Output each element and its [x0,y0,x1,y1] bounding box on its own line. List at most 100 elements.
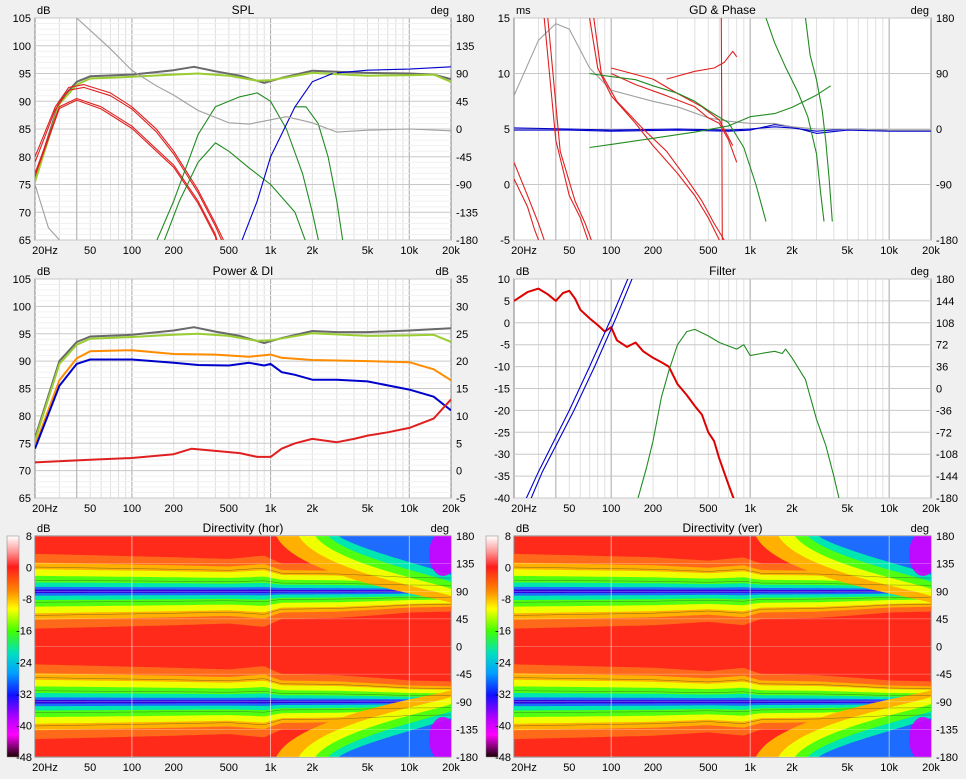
y-tick-label-right: -90 [936,180,952,192]
x-tick-label: 1k [265,762,277,774]
x-tick-label: 100 [123,762,141,774]
colorbar-tick-label: -32 [495,689,511,701]
y-tick-label-right: -90 [456,180,472,192]
x-tick-label: 20k [442,245,460,257]
y-tick-label-right: -45 [936,669,952,681]
series-line-12 [76,18,451,133]
chart-panel-4: 8 0 -8 -16 -24 -32 -40 -48 180 135 90 45 0 -45 -90 -135… [6,521,478,774]
x-tick-label: 2k [786,245,798,257]
series-line-15 [765,18,825,222]
y-unit-right: deg [911,523,929,535]
y-tick-label-right: 0 [456,642,462,654]
chart-title: Directivity (hor) [203,521,284,535]
x-tick-label: 50 [563,503,575,515]
y-tick-label-right: 90 [936,69,948,81]
x-tick-label: 500 [220,245,238,257]
series-line-2 [525,279,629,498]
x-tick-label: 100 [123,245,141,257]
y-tick-label-right: 135 [936,559,954,571]
chart-title: Power & DI [213,264,274,278]
y-tick-label-right: -135 [456,207,478,219]
colorbar-tick-label: 0 [505,563,511,575]
chart-title: Directivity (ver) [683,521,763,535]
y-unit-right: deg [431,5,449,17]
y-tick-label-right: 90 [456,586,468,598]
series-line-6 [35,99,217,240]
series-line-1 [514,124,931,134]
x-tick-label: 2k [786,762,798,774]
rear-lobe-layer [818,536,931,575]
series-line-7 [156,92,319,240]
y-tick-label-left: -5 [500,340,510,352]
series-line-1 [35,71,451,182]
x-tick-label: 20Hz [32,762,58,774]
deep-null-spot [909,717,931,757]
chart-panel-5: 8 0 -8 -16 -24 -32 -40 -48 180 135 90 45 0 -45 -90 -135… [485,521,958,774]
y-tick-label-right: 108 [936,318,954,330]
y-tick-label-right: 135 [456,559,474,571]
y-tick-label-right: -90 [456,697,472,709]
y-tick-label-left: 85 [19,384,31,396]
y-tick-label-left: 90 [19,356,31,368]
series-line-3 [35,358,451,450]
series-line-8 [163,142,306,240]
x-tick-label: 500 [220,503,238,515]
y-tick-label-right: 15 [456,384,468,396]
contour-line [35,707,451,714]
contour-line [514,580,931,586]
x-tick-label: 20Hz [511,245,537,257]
x-tick-label: 5k [842,245,854,257]
colorbar-tick-label: 0 [26,563,32,575]
y-tick-label-right: 5 [456,438,462,450]
rear-lobe-layer [338,536,451,575]
x-tick-label: 1k [265,245,277,257]
series-line-4 [514,178,540,240]
y-tick-label-right: -108 [936,449,958,461]
y-tick-label-left: -5 [500,235,510,247]
y-tick-label-right: 45 [936,614,948,626]
x-tick-label: 1k [744,762,756,774]
y-tick-label-left: -25 [494,427,510,439]
x-tick-label: 50 [84,503,96,515]
series-line-11 [666,50,738,80]
x-tick-label: 50 [563,762,575,774]
series-group [35,326,451,464]
series-line-4 [35,86,223,240]
colorbar-tick-label: -40 [495,720,511,732]
y-unit-right: deg [911,5,929,17]
x-tick-label: 50 [84,762,96,774]
x-tick-label: 10k [400,245,418,257]
y-tick-label-right: 72 [936,340,948,352]
series-line-4 [35,398,451,464]
y-tick-label-right: 0 [456,466,462,478]
y-tick-label-right: -45 [456,669,472,681]
y-tick-label-left: 100 [13,41,31,53]
x-tick-label: 200 [164,245,182,257]
contour-line [35,690,451,697]
colorbar-tick-label: -48 [495,752,511,764]
y-tick-label-left: 85 [19,124,31,136]
y-tick-label-left: -30 [494,449,510,461]
series-line-6 [547,18,592,240]
y-tick-label-left: 65 [19,235,31,247]
series-line-2 [35,349,451,447]
y-tick-label-right: 180 [936,274,954,286]
colorbar-tick-label: -8 [22,594,32,606]
series-line-9 [295,106,344,240]
rear-lobe-layer [818,718,931,757]
deep-null-spot [909,536,931,576]
x-tick-label: 2k [307,503,319,515]
colorbar-tick-label: 8 [26,531,32,543]
x-tick-label: 5k [362,762,374,774]
y-tick-label-right: -180 [936,493,958,505]
series-group [514,279,840,498]
y-tick-label-right: 45 [456,96,468,108]
y-tick-label-left: 5 [504,296,510,308]
series-line-1 [35,332,451,441]
x-tick-label: 20k [922,762,940,774]
y-tick-label-right: -5 [456,493,466,505]
x-tick-label: 100 [602,762,620,774]
y-tick-label-left: 0 [504,318,510,330]
y-unit-left: dB [516,266,529,278]
y-tick-label-right: -72 [936,427,952,439]
